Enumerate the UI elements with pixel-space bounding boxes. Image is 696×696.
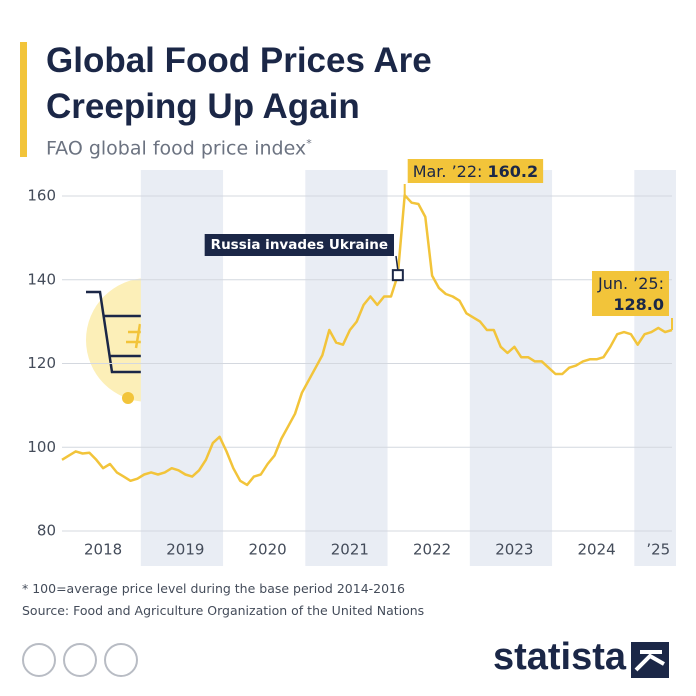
annotation: Mar. ’22: 160.2: [407, 159, 544, 183]
footer: * 100=average price level during the bas…: [22, 578, 424, 622]
annotation-text: Mar. ’22:: [413, 162, 483, 181]
y-tick-label: 160: [27, 187, 56, 205]
x-tick-label: 2023: [495, 541, 533, 559]
chart-title: Global Food Prices Are Creeping Up Again: [46, 41, 432, 126]
annotation: Jun. ’25: 128.0: [591, 271, 669, 316]
price-line: [61, 193, 673, 487]
y-tick-label: 80: [37, 522, 56, 540]
annotation-box: [204, 234, 394, 256]
y-tick-label: 100: [27, 438, 56, 456]
subtitle-text: FAO global food price index: [46, 137, 307, 160]
accent-bar: [20, 42, 27, 157]
value-label: 160.2: [488, 162, 539, 181]
year-band: [634, 170, 676, 566]
year-bands: [140, 170, 676, 566]
annotation: Russia invades Ukraine: [204, 234, 394, 256]
brand: statista: [492, 636, 626, 678]
year-band: [305, 170, 388, 566]
x-tick-label: 2024: [578, 541, 616, 559]
annotation-box: [591, 271, 669, 316]
source: Source: Food and Agriculture Organizatio…: [22, 603, 425, 618]
x-tick-label: 2021: [331, 541, 369, 559]
year-band: [469, 170, 553, 566]
event-marker: [391, 269, 404, 282]
x-tick-label: 2022: [413, 541, 451, 559]
y-tick-label: 140: [27, 270, 56, 288]
footnote: * 100=average price level during the bas…: [22, 581, 405, 596]
value-label: 128.0: [613, 295, 664, 314]
annotation-label: Mar. ’22: 160.2: [413, 162, 538, 181]
x-tick-label: 2020: [249, 541, 287, 559]
x-tick-label: ’25: [646, 541, 670, 559]
annotation-label: Russia invades Ukraine: [211, 237, 388, 253]
year-band: [140, 170, 224, 566]
annotation-leader: [395, 255, 399, 271]
annotation-text: Jun. ’25:: [597, 274, 664, 293]
annotation-label: Jun. ’25: 128.0: [597, 274, 664, 314]
subtitle: FAO global food price index*: [46, 137, 312, 159]
annotation-box: [407, 159, 544, 183]
subtitle-mark: *: [306, 137, 312, 150]
x-tick-label: 2019: [166, 541, 204, 559]
x-tick-label: 2018: [84, 541, 122, 559]
y-tick-label: 120: [27, 354, 56, 372]
